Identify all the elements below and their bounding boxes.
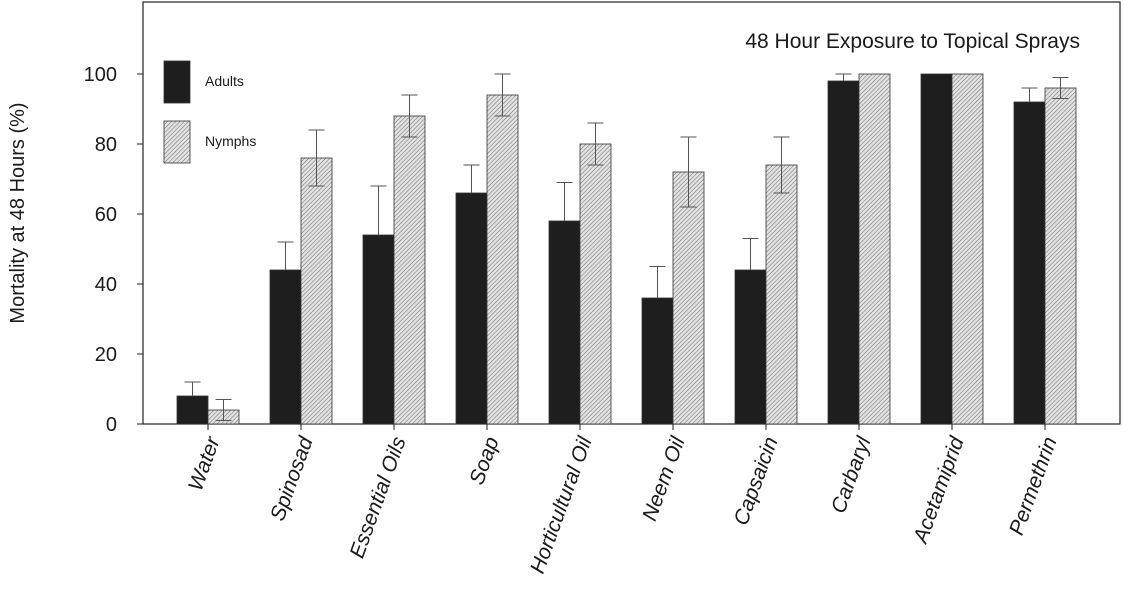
bar-adults-essential-oils bbox=[362, 234, 395, 425]
error-bar-adults-horticultural-oil bbox=[556, 182, 573, 221]
bar-adults-permethrin bbox=[1013, 101, 1046, 425]
x-tick-label-capsaicin: Capsaicin bbox=[730, 434, 783, 529]
plot-frame bbox=[142, 1, 1121, 425]
legend: Adults Nymphs bbox=[163, 60, 256, 164]
legend-swatch-adults bbox=[163, 60, 191, 104]
y-axis: 0 20 40 60 80 100 bbox=[84, 64, 143, 436]
legend-swatch-nymphs bbox=[163, 120, 191, 164]
bar-nymphs-permethrin bbox=[1044, 87, 1077, 425]
error-bar-adults-permethrin bbox=[1021, 87, 1038, 102]
x-tick-label-essential-oils: Essential Oils bbox=[346, 433, 411, 561]
y-tick-label-20: 20 bbox=[95, 344, 117, 366]
y-tick-label-100: 100 bbox=[84, 64, 117, 86]
x-tick-label-permethrin: Permethrin bbox=[1005, 434, 1062, 538]
x-tick-label-horticultural-oil: Horticultural Oil bbox=[526, 433, 597, 577]
error-bar-adults-essential-oils bbox=[370, 185, 387, 235]
bars-layer bbox=[176, 73, 1077, 425]
error-bar-adults-capsaicin bbox=[742, 238, 759, 270]
bar-adults-spinosad bbox=[269, 269, 302, 425]
x-tick-label-soap: Soap bbox=[465, 434, 503, 488]
error-bar-nymphs-soap bbox=[494, 73, 511, 117]
bar-nymphs-soap bbox=[486, 94, 519, 425]
error-bar-nymphs-neem-oil bbox=[680, 136, 697, 208]
x-axis: Water Spinosad Essential Oils Soap Horticult… bbox=[184, 424, 1062, 577]
x-tick-label-neem-oil: Neem Oil bbox=[638, 433, 690, 524]
error-bar-nymphs-permethrin bbox=[1052, 77, 1069, 99]
error-bar-adults-soap bbox=[463, 164, 480, 193]
x-tick-label-spinosad: Spinosad bbox=[266, 433, 318, 524]
bar-nymphs-essential-oils bbox=[393, 115, 426, 425]
error-bar-adults-carbaryl bbox=[835, 73, 852, 81]
y-axis-label: Mortality at 48 Hours (%) bbox=[7, 102, 29, 323]
error-bar-adults-spinosad bbox=[277, 241, 294, 270]
legend-label-adults: Adults bbox=[205, 73, 244, 89]
error-bar-nymphs-essential-oils bbox=[401, 94, 418, 138]
x-tick-label-carbaryl: Carbaryl bbox=[827, 433, 876, 517]
bar-nymphs-horticultural-oil bbox=[579, 143, 612, 425]
bar-adults-capsaicin bbox=[734, 269, 767, 425]
bar-adults-horticultural-oil bbox=[548, 220, 581, 425]
bar-adults-water bbox=[176, 395, 209, 425]
x-tick-label-acetamiprid: Acetamiprid bbox=[908, 433, 969, 548]
bar-adults-soap bbox=[455, 192, 488, 425]
error-bar-nymphs-horticultural-oil bbox=[587, 122, 604, 166]
y-tick-label-60: 60 bbox=[95, 204, 117, 226]
bar-nymphs-acetamiprid bbox=[951, 73, 984, 425]
bar-nymphs-neem-oil bbox=[672, 171, 705, 425]
error-bar-adults-neem-oil bbox=[649, 266, 666, 298]
y-tick-label-80: 80 bbox=[95, 134, 117, 156]
error-bar-nymphs-spinosad bbox=[308, 129, 325, 187]
y-tick-label-40: 40 bbox=[95, 274, 117, 296]
bar-nymphs-carbaryl bbox=[858, 73, 891, 425]
y-tick-label-0: 0 bbox=[106, 414, 117, 436]
error-bars-layer bbox=[184, 73, 1069, 421]
error-bar-nymphs-capsaicin bbox=[773, 136, 790, 194]
legend-label-nymphs: Nymphs bbox=[205, 133, 256, 149]
chart-title: 48 Hour Exposure to Topical Sprays bbox=[745, 30, 1080, 53]
x-tick-label-water: Water bbox=[184, 433, 225, 494]
bar-adults-neem-oil bbox=[641, 297, 674, 425]
bar-adults-carbaryl bbox=[827, 80, 860, 425]
error-bar-adults-water bbox=[184, 381, 201, 396]
bar-nymphs-spinosad bbox=[300, 157, 333, 425]
bar-nymphs-capsaicin bbox=[765, 164, 798, 425]
error-bar-nymphs-water bbox=[215, 399, 232, 421]
bar-adults-acetamiprid bbox=[920, 73, 953, 425]
